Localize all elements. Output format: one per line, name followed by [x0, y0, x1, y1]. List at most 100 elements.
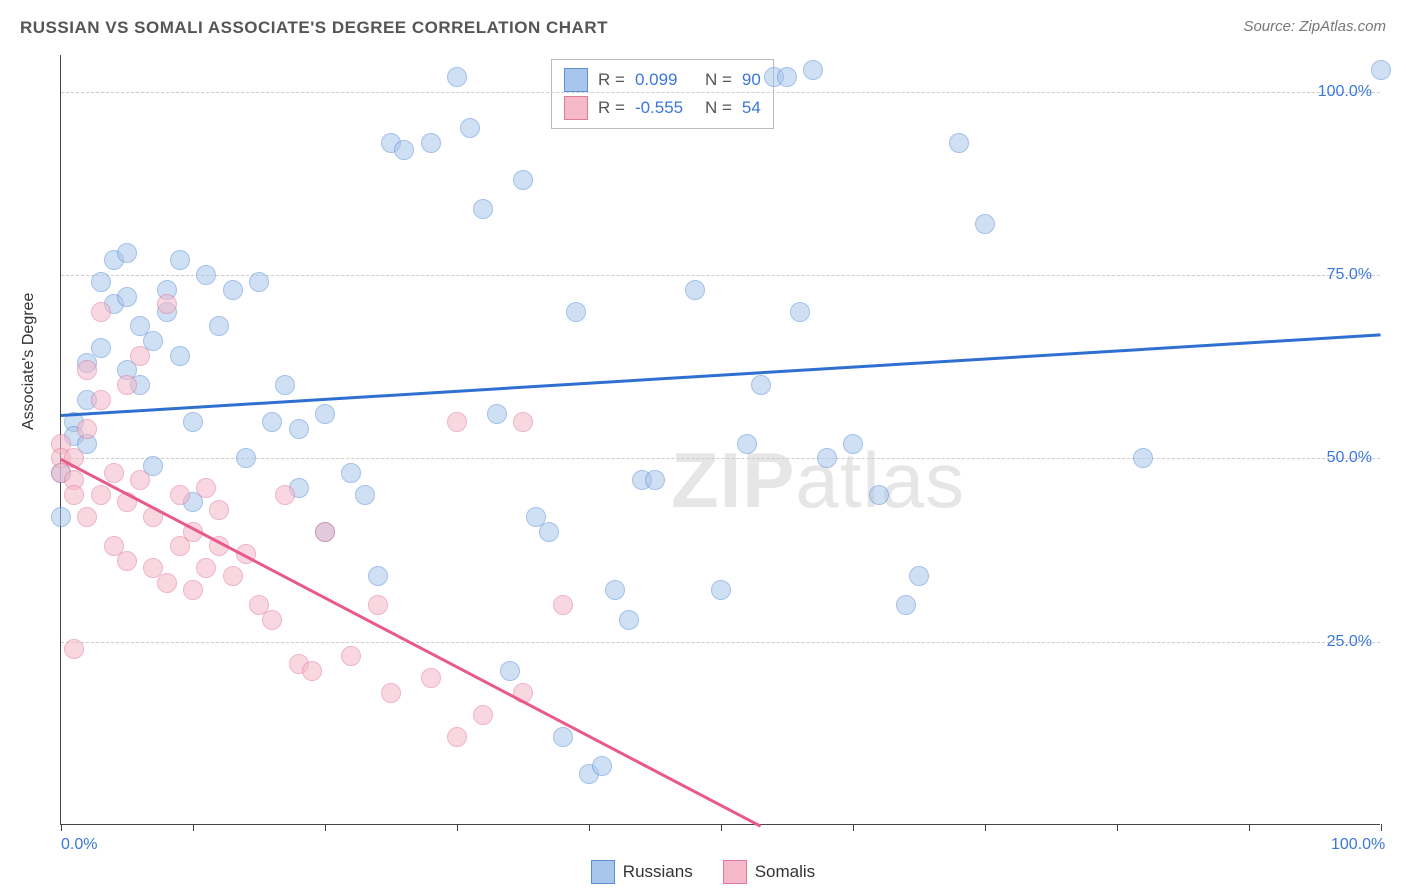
- y-tick-label: 100.0%: [1318, 83, 1372, 101]
- data-point: [117, 243, 137, 263]
- data-point: [896, 595, 916, 615]
- data-point: [170, 346, 190, 366]
- correlation-legend: R =0.099N =90R =-0.555N =54: [551, 59, 774, 129]
- legend-item: Somalis: [723, 860, 815, 884]
- n-value: 90: [742, 70, 761, 90]
- data-point: [368, 566, 388, 586]
- x-tick: [1117, 824, 1118, 831]
- data-point: [130, 346, 150, 366]
- plot-area: ZIPatlas R =0.099N =90R =-0.555N =54 25.…: [60, 55, 1380, 825]
- x-tick: [61, 824, 62, 831]
- data-point: [790, 302, 810, 322]
- watermark: ZIPatlas: [671, 435, 965, 526]
- y-tick-label: 75.0%: [1327, 266, 1372, 284]
- data-point: [1133, 448, 1153, 468]
- legend-label: Russians: [623, 862, 693, 882]
- data-point: [183, 412, 203, 432]
- data-point: [817, 448, 837, 468]
- data-point: [91, 302, 111, 322]
- legend-swatch: [591, 860, 615, 884]
- gridline: [61, 92, 1380, 93]
- x-tick: [193, 824, 194, 831]
- data-point: [91, 272, 111, 292]
- n-label: N =: [705, 98, 732, 118]
- data-point: [619, 610, 639, 630]
- data-point: [685, 280, 705, 300]
- data-point: [236, 448, 256, 468]
- data-point: [645, 470, 665, 490]
- data-point: [381, 683, 401, 703]
- data-point: [553, 727, 573, 747]
- data-point: [553, 595, 573, 615]
- y-tick-label: 50.0%: [1327, 449, 1372, 467]
- x-tick: [589, 824, 590, 831]
- data-point: [91, 338, 111, 358]
- data-point: [777, 67, 797, 87]
- legend-swatch: [564, 96, 588, 120]
- data-point: [447, 412, 467, 432]
- legend-label: Somalis: [755, 862, 815, 882]
- data-point: [487, 404, 507, 424]
- data-point: [421, 133, 441, 153]
- data-point: [949, 133, 969, 153]
- x-tick: [853, 824, 854, 831]
- x-tick: [1381, 824, 1382, 831]
- data-point: [209, 316, 229, 336]
- data-point: [223, 280, 243, 300]
- gridline: [61, 642, 1380, 643]
- data-point: [196, 558, 216, 578]
- data-point: [1371, 60, 1391, 80]
- data-point: [513, 412, 533, 432]
- data-point: [157, 573, 177, 593]
- data-point: [473, 705, 493, 725]
- data-point: [117, 551, 137, 571]
- data-point: [196, 265, 216, 285]
- data-point: [566, 302, 586, 322]
- data-point: [64, 639, 84, 659]
- x-tick: [721, 824, 722, 831]
- data-point: [64, 485, 84, 505]
- legend-row: R =0.099N =90: [564, 66, 761, 94]
- data-point: [315, 404, 335, 424]
- source-label: Source: ZipAtlas.com: [1243, 18, 1386, 35]
- x-tick: [457, 824, 458, 831]
- data-point: [157, 294, 177, 314]
- legend-row: R =-0.555N =54: [564, 94, 761, 122]
- data-point: [315, 522, 335, 542]
- data-point: [513, 170, 533, 190]
- data-point: [711, 580, 731, 600]
- data-point: [737, 434, 757, 454]
- data-point: [803, 60, 823, 80]
- data-point: [209, 500, 229, 520]
- data-point: [302, 661, 322, 681]
- data-point: [355, 485, 375, 505]
- y-axis-label: Associate's Degree: [20, 293, 38, 430]
- data-point: [104, 463, 124, 483]
- data-point: [975, 214, 995, 234]
- data-point: [751, 375, 771, 395]
- data-point: [500, 661, 520, 681]
- data-point: [421, 668, 441, 688]
- data-point: [460, 118, 480, 138]
- data-point: [249, 272, 269, 292]
- x-tick: [985, 824, 986, 831]
- data-point: [130, 470, 150, 490]
- data-point: [447, 67, 467, 87]
- data-point: [843, 434, 863, 454]
- data-point: [275, 375, 295, 395]
- data-point: [394, 140, 414, 160]
- data-point: [447, 727, 467, 747]
- data-point: [341, 463, 361, 483]
- data-point: [539, 522, 559, 542]
- trend-line: [61, 334, 1381, 418]
- r-value: 0.099: [635, 70, 695, 90]
- data-point: [170, 250, 190, 270]
- legend-item: Russians: [591, 860, 693, 884]
- data-point: [77, 507, 97, 527]
- y-tick-label: 25.0%: [1327, 633, 1372, 651]
- series-legend: Russians Somalis: [0, 860, 1406, 884]
- data-point: [170, 485, 190, 505]
- data-point: [592, 756, 612, 776]
- data-point: [262, 610, 282, 630]
- data-point: [368, 595, 388, 615]
